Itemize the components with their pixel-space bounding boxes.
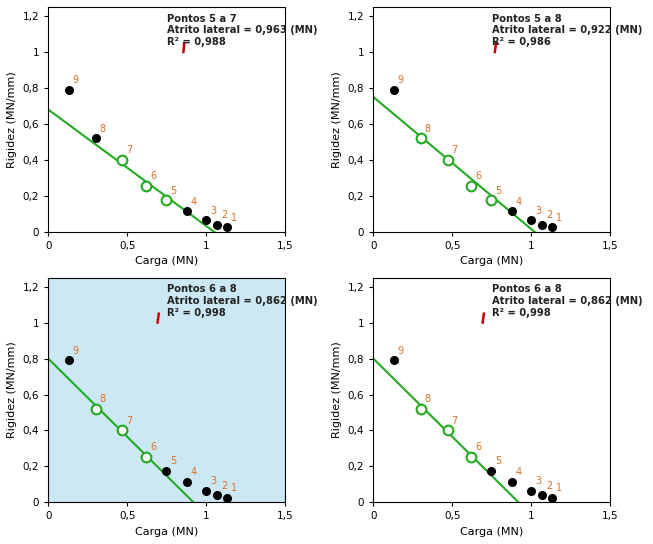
Text: 9: 9 — [398, 75, 404, 85]
Text: Pontos 5 a 8
Atrito lateral = 0,922 (MN)
R² = 0,986: Pontos 5 a 8 Atrito lateral = 0,922 (MN)… — [492, 14, 643, 47]
Text: 6: 6 — [150, 171, 156, 182]
Text: 3: 3 — [535, 477, 541, 486]
Text: 3: 3 — [210, 206, 216, 215]
Text: 5: 5 — [170, 186, 176, 196]
Text: 1: 1 — [231, 213, 237, 223]
X-axis label: Carga (MN): Carga (MN) — [460, 527, 524, 537]
X-axis label: Carga (MN): Carga (MN) — [135, 256, 199, 267]
Text: 4: 4 — [516, 467, 522, 477]
Text: 8: 8 — [424, 394, 431, 404]
Text: 5: 5 — [495, 186, 502, 196]
Text: 3: 3 — [210, 477, 216, 486]
Text: 3: 3 — [535, 206, 541, 215]
Text: 8: 8 — [99, 124, 106, 134]
Text: Pontos 6 a 8
Atrito lateral = 0,862 (MN)
R² = 0,998: Pontos 6 a 8 Atrito lateral = 0,862 (MN)… — [492, 285, 643, 318]
Text: 8: 8 — [99, 394, 106, 404]
Y-axis label: Rigidez (MN/mm): Rigidez (MN/mm) — [7, 71, 17, 168]
Text: 6: 6 — [475, 171, 481, 182]
Text: 2: 2 — [547, 481, 552, 491]
Y-axis label: Rigidez (MN/mm): Rigidez (MN/mm) — [332, 71, 342, 168]
Text: 9: 9 — [72, 75, 79, 85]
Text: 8: 8 — [424, 124, 431, 134]
Text: 1: 1 — [556, 213, 562, 223]
Y-axis label: Rigidez (MN/mm): Rigidez (MN/mm) — [7, 342, 17, 438]
Text: 7: 7 — [127, 416, 133, 426]
Text: 4: 4 — [191, 467, 197, 477]
Text: 7: 7 — [451, 416, 458, 426]
Text: 7: 7 — [451, 145, 458, 156]
Text: 6: 6 — [150, 442, 156, 452]
Text: 7: 7 — [127, 145, 133, 156]
Y-axis label: Rigidez (MN/mm): Rigidez (MN/mm) — [332, 342, 342, 438]
Text: 9: 9 — [398, 346, 404, 356]
Text: 4: 4 — [516, 197, 522, 207]
X-axis label: Carga (MN): Carga (MN) — [135, 527, 199, 537]
Text: 1: 1 — [231, 484, 237, 493]
Text: Pontos 6 a 8
Atrito lateral = 0,862 (MN)
R² = 0,998: Pontos 6 a 8 Atrito lateral = 0,862 (MN)… — [167, 285, 317, 318]
Text: 9: 9 — [72, 346, 79, 356]
Text: Pontos 5 a 7
Atrito lateral = 0,963 (MN)
R² = 0,988: Pontos 5 a 7 Atrito lateral = 0,963 (MN)… — [167, 14, 317, 47]
Text: 2: 2 — [547, 210, 552, 220]
Text: 2: 2 — [221, 481, 227, 491]
Text: 5: 5 — [495, 456, 502, 467]
Text: 5: 5 — [170, 456, 176, 467]
X-axis label: Carga (MN): Carga (MN) — [460, 256, 524, 267]
Text: 2: 2 — [221, 210, 227, 220]
Text: 1: 1 — [556, 484, 562, 493]
Text: 6: 6 — [475, 442, 481, 452]
Text: 4: 4 — [191, 197, 197, 207]
